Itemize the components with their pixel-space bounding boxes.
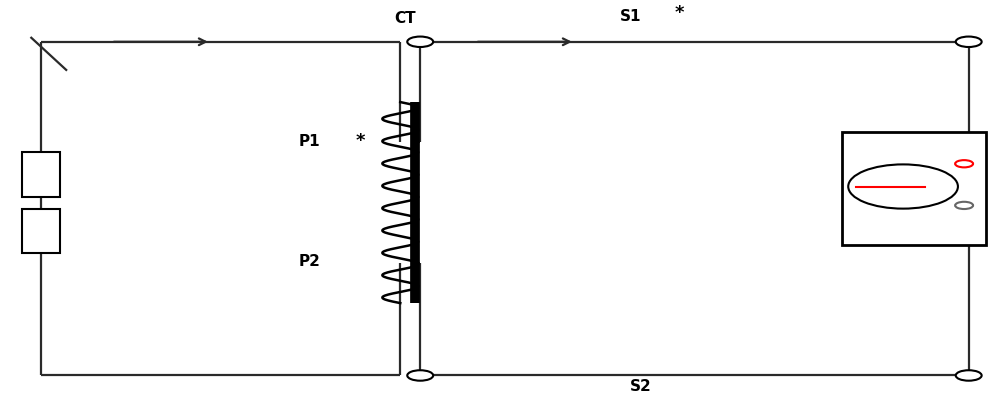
Bar (22, 153, 60, 197)
Circle shape (956, 370, 982, 381)
Text: *: * (355, 132, 365, 150)
Circle shape (407, 370, 433, 381)
Text: S1: S1 (620, 9, 641, 24)
Text: P2: P2 (299, 254, 320, 269)
Circle shape (848, 165, 958, 209)
Text: S2: S2 (630, 378, 651, 393)
Text: CT: CT (394, 11, 416, 26)
Bar (842, 133, 986, 245)
Circle shape (955, 161, 973, 168)
Circle shape (956, 37, 982, 48)
Text: *: * (675, 4, 684, 21)
Circle shape (407, 37, 433, 48)
Bar (22, 209, 60, 253)
Text: P1: P1 (299, 133, 320, 148)
Circle shape (955, 202, 973, 209)
